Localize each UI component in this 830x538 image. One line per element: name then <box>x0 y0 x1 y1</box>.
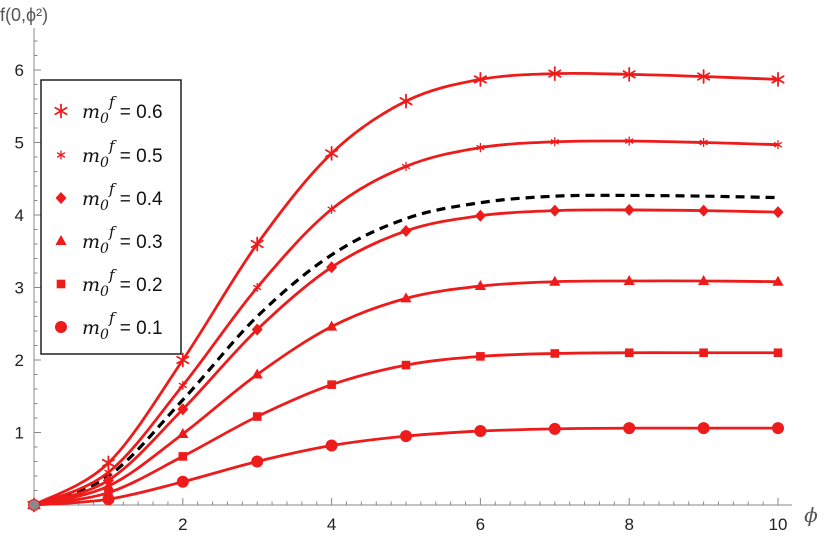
data-point <box>102 493 115 506</box>
series-line-2 <box>33 208 779 507</box>
legend-marker <box>55 192 67 204</box>
data-point <box>474 209 486 222</box>
data-point <box>474 425 487 438</box>
legend-marker <box>55 235 67 245</box>
data-point <box>178 452 188 461</box>
data-point <box>252 412 262 421</box>
data-point <box>476 352 485 361</box>
data-point <box>476 142 485 153</box>
x-tick-label: 4 <box>327 515 336 534</box>
data-point <box>401 161 411 172</box>
data-point <box>624 348 634 358</box>
data-point <box>400 430 412 443</box>
data-point <box>697 69 711 84</box>
data-point <box>473 72 487 87</box>
data-point <box>548 422 561 435</box>
data-point <box>772 206 784 219</box>
data-point <box>771 72 785 87</box>
data-point <box>550 137 559 147</box>
data-point <box>250 236 264 252</box>
data-point <box>399 93 413 109</box>
data-point <box>251 323 263 336</box>
data-point <box>772 275 784 286</box>
legend: m0f = 0.6 m0f = 0.5 m0f = 0.4 m0f = 0.3 m0f … <box>40 79 182 355</box>
data-point <box>326 261 338 274</box>
data-point <box>177 427 189 438</box>
legend-entry: m0f = 0.1 <box>82 309 163 343</box>
legend-entry: m0f = 0.5 <box>82 137 163 171</box>
legend-entry: m0f = 0.2 <box>82 266 163 300</box>
data-point <box>251 455 264 468</box>
y-tick-label: 5 <box>15 134 24 153</box>
data-point <box>623 274 635 285</box>
legend-entry: m0f = 0.6 <box>82 93 163 127</box>
series-line-1 <box>33 139 779 507</box>
data-point <box>623 422 636 435</box>
x-axis-title: ϕ <box>804 503 818 527</box>
series-line-3 <box>33 279 779 507</box>
series-line-0 <box>33 71 779 507</box>
legend-entry: m0f = 0.4 <box>82 180 163 214</box>
x-tick-label: 6 <box>476 515 485 534</box>
data-point <box>697 422 710 435</box>
data-point <box>550 349 560 358</box>
data-point <box>101 455 115 471</box>
data-point <box>401 360 411 370</box>
data-point <box>400 224 412 237</box>
data-point <box>325 439 338 452</box>
data-point <box>102 480 114 491</box>
data-point <box>548 66 562 82</box>
legend-box <box>40 79 182 355</box>
x-tick-label: 2 <box>178 515 187 534</box>
dashed-curve <box>33 193 779 507</box>
data-point <box>325 145 339 161</box>
legend-marker <box>54 103 68 119</box>
data-point <box>177 403 189 416</box>
data-point <box>176 475 189 488</box>
y-tick-label: 1 <box>15 424 24 443</box>
data-point <box>772 422 784 435</box>
data-point <box>698 204 710 217</box>
x-tick-label: 8 <box>624 515 633 534</box>
data-point <box>699 137 708 148</box>
data-point <box>474 280 486 291</box>
x-tick-label: 10 <box>769 515 788 534</box>
data-point <box>104 488 113 497</box>
data-point <box>625 136 634 146</box>
legend-marker <box>55 321 67 333</box>
data-point <box>549 275 561 286</box>
data-point <box>326 320 338 331</box>
y-tick-label: 3 <box>15 279 24 298</box>
legend-marker <box>56 279 66 289</box>
origin-point <box>29 500 39 510</box>
data-point <box>251 368 263 379</box>
markers <box>27 66 785 513</box>
data-point <box>176 352 190 368</box>
data-point <box>698 274 710 285</box>
y-tick-label: 6 <box>15 61 24 80</box>
y-axis-title: f(0,ϕ²) <box>0 5 48 25</box>
data-point <box>549 204 561 217</box>
data-point <box>699 348 708 358</box>
data-point <box>178 380 187 391</box>
data-point <box>623 203 635 216</box>
legend-marker <box>56 150 66 160</box>
data-point <box>622 66 636 82</box>
data-point <box>327 380 336 389</box>
y-tick-label: 2 <box>15 351 24 370</box>
y-tick-label: 4 <box>15 206 24 225</box>
data-point <box>773 140 783 150</box>
data-point <box>327 204 336 214</box>
data-point <box>253 282 262 293</box>
data-point <box>773 348 783 358</box>
legend-entry: m0f = 0.3 <box>82 223 163 257</box>
data-point <box>400 292 412 303</box>
